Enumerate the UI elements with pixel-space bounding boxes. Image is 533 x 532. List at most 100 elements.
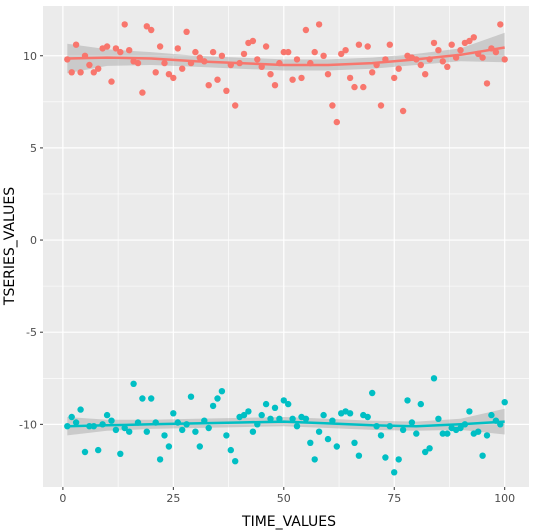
data-point [262, 400, 270, 408]
x-tick-label: 50 [277, 492, 291, 505]
y-tick-label: -10 [19, 418, 37, 431]
data-point [470, 34, 477, 41]
data-point [254, 421, 261, 428]
data-point [214, 76, 221, 83]
data-point [320, 411, 327, 419]
data-point [488, 45, 495, 52]
data-point [117, 450, 124, 457]
data-point [395, 456, 402, 463]
data-point [435, 415, 442, 422]
x-tick-label: 100 [494, 492, 515, 505]
data-point [302, 26, 310, 34]
data-point [435, 47, 442, 54]
data-point [232, 102, 239, 109]
data-point [196, 54, 203, 61]
data-point [139, 395, 146, 402]
data-point [258, 63, 265, 70]
data-point [267, 415, 274, 422]
data-point [413, 56, 420, 63]
data-point [395, 65, 402, 72]
data-point [134, 59, 142, 67]
data-point [338, 50, 345, 58]
data-point [444, 63, 451, 70]
data-point [134, 419, 142, 426]
data-point [386, 423, 393, 430]
data-point [346, 74, 354, 82]
data-point [245, 408, 252, 415]
data-point [161, 59, 168, 67]
x-tick-label: 0 [59, 492, 66, 505]
data-point [408, 419, 416, 426]
data-point [148, 395, 155, 402]
y-tick-label: 10 [23, 50, 37, 63]
data-point [254, 56, 261, 63]
data-point [68, 69, 75, 76]
data-point [209, 48, 217, 56]
data-point [201, 417, 208, 424]
data-point [461, 421, 469, 428]
data-point [382, 56, 389, 63]
data-point [298, 74, 305, 82]
y-tick-label: -5 [26, 326, 37, 339]
data-point [475, 50, 482, 58]
y-axis-title: TSERIES_VALUES [2, 187, 18, 306]
data-point [373, 61, 380, 69]
data-point [483, 80, 491, 87]
data-point [364, 413, 371, 421]
data-point [77, 69, 84, 76]
data-point [466, 37, 473, 45]
data-point [223, 87, 230, 95]
data-point [86, 61, 93, 69]
data-point [369, 69, 376, 76]
data-point [161, 432, 168, 439]
data-point [64, 56, 71, 63]
data-point [126, 428, 133, 435]
data-point [417, 61, 424, 69]
data-point [143, 23, 150, 30]
data-point [497, 421, 504, 428]
data-point [497, 21, 504, 28]
data-point [430, 375, 438, 382]
data-point [386, 41, 393, 48]
data-point [501, 399, 508, 406]
y-tick-label: 5 [30, 142, 37, 155]
data-point [227, 61, 234, 69]
data-point [81, 448, 89, 456]
minor-gridlines [43, 6, 529, 487]
data-point [479, 54, 486, 61]
data-point [156, 43, 164, 50]
data-point [179, 426, 186, 434]
data-point [355, 452, 363, 459]
data-point [475, 428, 482, 435]
data-point [143, 428, 150, 435]
data-point [302, 415, 310, 422]
data-point [439, 430, 446, 437]
plot-panel [43, 6, 529, 487]
data-point [417, 400, 424, 408]
y-tick-label: 0 [30, 234, 37, 247]
data-point [179, 65, 186, 72]
data-point [214, 395, 221, 402]
data-point [205, 82, 212, 89]
data-point [289, 76, 296, 83]
data-point [170, 74, 177, 82]
data-point [492, 417, 500, 424]
x-tick-label: 75 [387, 492, 401, 505]
data-point [249, 428, 257, 435]
data-point [152, 419, 159, 426]
data-point [346, 410, 354, 417]
data-point [165, 71, 173, 78]
data-point [342, 47, 349, 54]
data-point [280, 48, 287, 56]
data-point [156, 456, 164, 463]
data-point [360, 83, 367, 91]
data-point [90, 423, 98, 430]
data-point [399, 426, 407, 434]
data-point [240, 50, 248, 58]
data-point [426, 56, 433, 63]
data-point [492, 48, 500, 56]
data-point [333, 118, 340, 126]
data-point [488, 411, 495, 419]
data-point [430, 39, 438, 47]
data-point [377, 432, 385, 439]
